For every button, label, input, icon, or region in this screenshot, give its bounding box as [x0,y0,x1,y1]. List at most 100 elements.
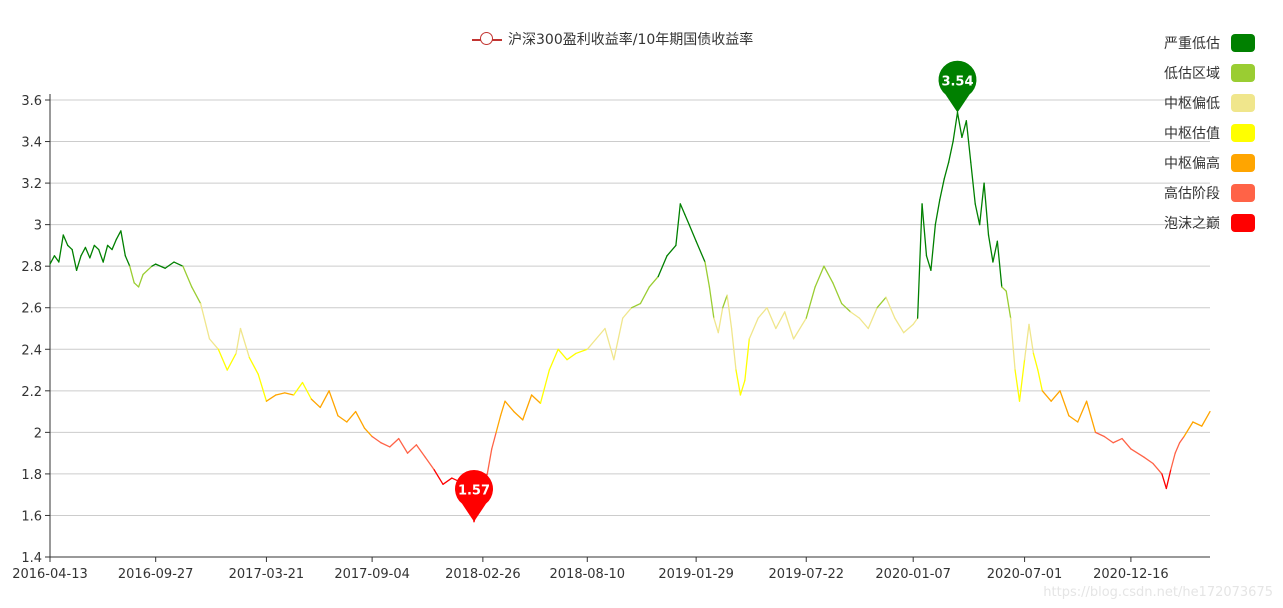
mark-points: 3.54 1.57 [455,60,977,522]
series-segment [62,234,69,247]
series-segment [84,246,91,259]
series-segment [1023,323,1030,361]
series-segment [499,400,506,417]
series-segment [1037,369,1043,392]
series-line [49,111,1211,523]
x-tick-label: 2016-09-27 [118,567,194,582]
visual-map-label: 严重低估 [1164,36,1220,52]
series-segment [98,248,104,263]
series-segment [1130,448,1145,458]
series-segment [137,273,144,288]
y-tick-label: 3.2 [21,177,42,192]
x-tick-label: 2016-04-13 [12,567,88,582]
series-segment [1014,369,1021,402]
series-segment [129,265,135,284]
series-segment [1010,317,1016,371]
x-tick-label: 2018-08-10 [550,567,626,582]
mark-point-pin: 1.57 [455,469,494,522]
series-segment [894,317,905,334]
series-segment [704,261,711,288]
visual-map-item[interactable]: 泡沫之巅 [1125,208,1255,238]
series-segment [292,381,304,396]
series-segment [695,240,706,263]
series-segment [235,327,242,355]
grid-lines [50,99,1210,516]
series-segment [1050,390,1061,402]
series-segment [67,244,73,251]
series-segment [961,120,968,139]
series-segment [987,234,994,263]
series-segment [1005,290,1012,319]
series-segment [486,448,493,475]
y-tick-label: 3.4 [21,136,42,151]
visual-map-color-box [1231,214,1255,232]
mark-point-shape [455,469,494,522]
series-segment [934,199,941,226]
x-tick-label: 2017-09-04 [334,567,410,582]
series-segment [841,302,852,313]
visual-map-item[interactable]: 中枢估值 [1125,118,1255,148]
series-segment [832,282,843,305]
series-segment [1183,421,1194,438]
series-segment [684,213,690,226]
series-segment [604,327,615,361]
series-segment [337,415,348,423]
visual-map-item[interactable]: 严重低估 [1125,28,1255,58]
series-segment [248,356,259,375]
x-tick-label: 2019-07-22 [768,567,844,582]
series-segment [992,240,999,263]
series-segment [1201,410,1211,427]
series-segment [575,348,588,355]
series-segment [442,477,453,485]
series-segment [943,161,950,180]
x-tick-label: 2020-01-07 [875,567,951,582]
series-segment [970,161,976,205]
series-segment [613,317,624,361]
visual-map-label: 低估区域 [1164,66,1220,82]
series-segment [71,248,78,271]
series-segment [916,203,923,319]
series-segment [858,317,869,330]
series-segment [371,435,382,444]
series-segment [1001,286,1007,292]
visual-map-item[interactable]: 高估阶段 [1125,178,1255,208]
series-segment [1170,452,1176,471]
series-segment [142,269,149,276]
visual-map-item[interactable]: 中枢偏低 [1125,88,1255,118]
series-segment [566,352,577,361]
mark-point-label: 3.54 [941,74,973,89]
series-segment [239,327,250,359]
series-segment [504,400,515,413]
series-segment [191,286,202,305]
series-segment [1085,400,1097,434]
series-segment [947,140,954,163]
series-segment [355,410,366,429]
series-segment [1041,390,1052,402]
series-segment [133,282,140,288]
y-tick-label: 2.8 [21,260,42,275]
visual-map-item[interactable]: 中枢偏高 [1125,148,1255,178]
y-tick-label: 1.6 [21,509,42,524]
mark-point-pin: 3.54 [938,60,977,113]
series-segment [757,307,768,319]
series-segment [265,394,277,402]
series-segment [1103,435,1114,444]
series-segment [75,255,82,271]
series-segment [648,275,659,288]
mark-point-label: 1.57 [458,484,490,499]
series-segment [1018,359,1026,402]
series-segment [164,261,175,269]
series-legend[interactable]: 沪深300盈利收益率/10年期国债收益率 [472,29,753,49]
series-segment [965,120,972,163]
series-segment [124,255,131,267]
series-segment [58,234,64,263]
visual-map-item[interactable]: 低估区域 [1125,58,1255,88]
series-segment [784,311,795,340]
series-legend-label: 沪深300盈利收益率/10年期国债收益率 [508,32,754,48]
series-segment [622,307,633,319]
series-segment [739,379,746,396]
visual-map-color-box [1231,184,1255,202]
series-segment [115,230,122,240]
series-segment [814,265,825,288]
series-segment [1121,437,1132,450]
